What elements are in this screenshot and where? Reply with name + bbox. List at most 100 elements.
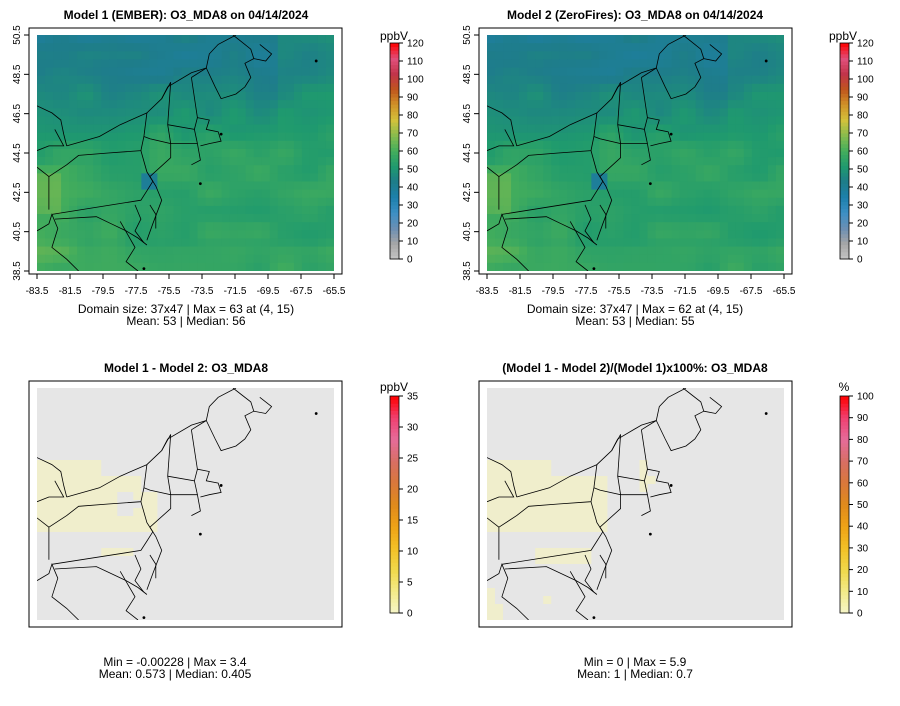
grid-cell [85, 181, 94, 191]
grid-cell [655, 238, 665, 248]
grid-cell [301, 238, 311, 248]
grid-cell [631, 412, 641, 421]
grid-cell [743, 396, 753, 405]
grid-cell [743, 564, 753, 573]
grid-cell [69, 476, 78, 485]
grid-cell [277, 214, 287, 223]
grid-cell [221, 51, 231, 61]
grid-cell [181, 140, 191, 150]
grid-cell [141, 548, 150, 557]
grid-cell [293, 484, 303, 493]
boundary-line [504, 216, 598, 246]
grid-cell [775, 596, 784, 605]
grid-cell [109, 108, 118, 117]
grid-cell [237, 205, 247, 215]
grid-cell [703, 516, 713, 525]
grid-cell [711, 460, 721, 469]
grid-cell [607, 444, 617, 453]
grid-cell [61, 254, 70, 264]
unit-label: ppbV [380, 29, 408, 43]
grid-cell [205, 388, 215, 397]
grid-cell [511, 420, 520, 429]
grid-cell [109, 548, 118, 557]
grid-cell [487, 540, 496, 549]
grid-cell [575, 564, 584, 573]
grid-cell [285, 556, 295, 565]
colorbar-segment [840, 118, 849, 123]
grid-cell [77, 612, 86, 620]
grid-cell [245, 91, 255, 101]
grid-cell [93, 205, 102, 215]
grid-cell [61, 67, 70, 77]
colorbar-segment [390, 435, 399, 440]
grid-cell [53, 100, 62, 109]
grid-cell [85, 100, 94, 109]
unit-label: ppbV [829, 29, 857, 43]
grid-cell [301, 420, 311, 429]
island-mark [142, 267, 146, 271]
grid-cell [495, 35, 504, 44]
grid-cell [181, 67, 191, 77]
grid-cell [285, 468, 295, 477]
grid-cell [77, 556, 86, 565]
grid-cell [101, 460, 110, 469]
grid-cell [189, 43, 199, 52]
grid-cell [527, 108, 536, 117]
grid-cell [583, 484, 592, 493]
grid-cell [567, 140, 576, 150]
grid-cell [647, 580, 657, 589]
grid-cell [543, 500, 552, 509]
grid-cell [133, 157, 142, 166]
grid-cell [711, 230, 721, 240]
grid-cell [687, 468, 697, 477]
grid-cell [735, 572, 745, 581]
boundary-line [620, 494, 651, 516]
grid-cell [599, 420, 609, 429]
grid-cell [149, 452, 159, 461]
grid-cell [221, 189, 231, 199]
grid-cell [141, 214, 150, 223]
boundary-line [253, 396, 273, 414]
colorbar-tick-label: 35 [407, 392, 419, 403]
grid-cell [703, 91, 713, 101]
grid-cell [759, 468, 769, 477]
grid-cell [743, 468, 753, 477]
grid-cell [309, 43, 319, 52]
grid-cell [655, 388, 665, 397]
grid-cell [237, 476, 247, 485]
grid-cell [269, 516, 279, 525]
grid-cell [261, 140, 271, 150]
grid-cell [543, 262, 552, 271]
grid-cell [743, 157, 753, 166]
grid-cell [173, 214, 183, 223]
grid-cell [117, 222, 126, 231]
grid-cell [503, 108, 512, 117]
boundary-line [487, 166, 500, 177]
grid-cell [253, 108, 263, 117]
grid-cell [85, 508, 94, 517]
grid-cell [583, 420, 592, 429]
grid-cell [53, 67, 62, 77]
grid-cell [301, 604, 311, 613]
grid-cell [125, 396, 134, 405]
grid-cell [519, 238, 528, 248]
grid-cell [495, 262, 504, 271]
grid-cell [213, 43, 223, 52]
grid-cell [109, 148, 118, 158]
grid-cell [237, 572, 247, 581]
grid-cell [527, 116, 536, 126]
grid-cell [679, 444, 689, 453]
grid-cell [695, 197, 705, 207]
grid-cell [671, 157, 681, 166]
colorbar-segment [390, 46, 399, 51]
grid-cell [631, 35, 641, 44]
grid-cell [567, 596, 576, 605]
grid-cell [607, 148, 617, 158]
grid-cell [45, 564, 54, 573]
grid-cell [229, 548, 239, 557]
grid-cell [503, 420, 512, 429]
boundary-line [569, 571, 589, 620]
grid-cell [535, 181, 544, 191]
grid-cell [229, 452, 239, 461]
grid-cell [503, 91, 512, 101]
